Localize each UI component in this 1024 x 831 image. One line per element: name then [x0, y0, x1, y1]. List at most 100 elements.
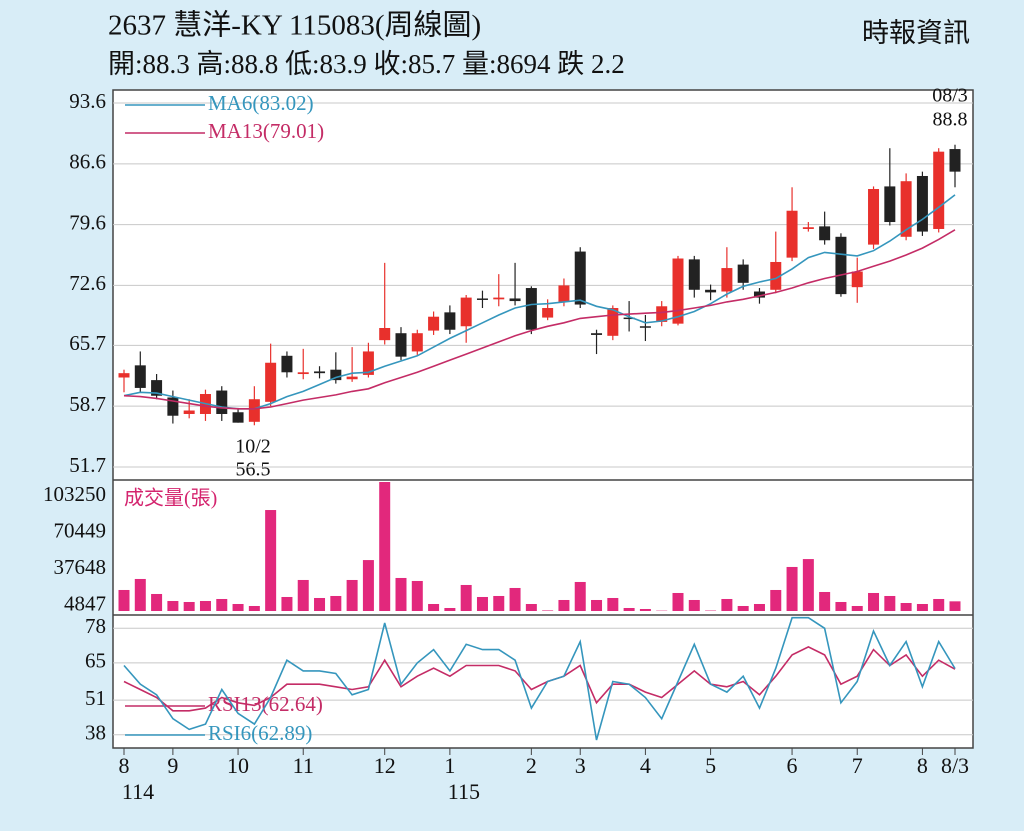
x-tick-label: 11	[293, 753, 314, 778]
candle-body	[248, 399, 260, 422]
candle-body	[379, 327, 391, 341]
y-tick-label: 51.7	[69, 453, 106, 477]
candle-body	[183, 410, 195, 414]
candle-body	[900, 181, 912, 237]
volume-bar	[868, 592, 880, 611]
volume-bar	[183, 601, 195, 611]
candle-body	[623, 317, 635, 320]
volume-bar	[265, 510, 277, 611]
x-tick-label: 5	[705, 753, 716, 778]
y-tick-label: 103250	[43, 482, 106, 506]
candle-body	[460, 297, 472, 327]
volume-bar	[574, 581, 586, 611]
volume-bar	[558, 599, 570, 611]
candle-body	[656, 306, 668, 322]
y-tick-label: 37648	[54, 555, 107, 579]
legend-label: RSI13(62.64)	[208, 692, 323, 716]
volume-bar	[167, 600, 179, 611]
legend-label: MA13(79.01)	[208, 119, 324, 143]
volume-bar	[509, 587, 521, 611]
candle-body	[542, 308, 554, 318]
volume-bar	[916, 603, 928, 611]
candle-body	[753, 291, 765, 298]
y-tick-label: 38	[85, 721, 106, 745]
chart-title: 2637 慧洋-KY 115083(周線圖)	[108, 9, 481, 42]
volume-bar	[672, 592, 684, 611]
line	[123, 646, 956, 712]
y-tick-label: 78	[85, 614, 106, 638]
x-tick-label: 9	[167, 753, 178, 778]
volume-bar	[346, 579, 358, 611]
volume-bar	[395, 577, 407, 611]
y-tick-label: 51	[85, 686, 106, 710]
volume-bar	[493, 595, 505, 611]
annotation: 10/2	[235, 436, 271, 458]
legend-label: MA6(83.02)	[208, 91, 314, 115]
volume-bar	[607, 597, 619, 611]
annotation: 56.5	[236, 459, 271, 481]
candle-body	[525, 288, 537, 330]
candle-body	[265, 362, 277, 402]
candle-body	[705, 289, 717, 293]
candle-body	[949, 149, 961, 172]
volume-bar	[623, 607, 635, 611]
volume-bar	[737, 605, 749, 611]
candle-body	[607, 308, 619, 336]
volume-bar	[591, 599, 603, 611]
volume-bar	[460, 584, 472, 611]
volume-bar	[428, 603, 440, 611]
candle-body	[428, 316, 440, 331]
candle-body	[118, 373, 130, 378]
candle-body	[868, 189, 880, 245]
candle-body	[721, 268, 733, 292]
y-tick-label: 86.6	[69, 150, 106, 174]
candle-body	[558, 285, 570, 302]
candle-body	[476, 298, 488, 300]
y-tick-label: 4847	[64, 591, 106, 615]
candle-body	[737, 264, 749, 283]
candle-body	[232, 412, 244, 423]
candle-body	[916, 175, 928, 232]
x-tick-label: 1	[444, 753, 455, 778]
x-tick-label: 6	[787, 753, 798, 778]
candle-body	[851, 271, 863, 288]
x-tick-label: 3	[575, 753, 586, 778]
legend-label: RSI6(62.89)	[208, 721, 312, 745]
candle-body	[330, 369, 342, 381]
volume-bar	[900, 602, 912, 611]
candle-body	[297, 372, 309, 375]
volume-bar	[232, 603, 244, 611]
candle-body	[216, 390, 228, 414]
candle-body	[786, 210, 798, 258]
candle-body	[493, 297, 505, 300]
volume-bar	[884, 595, 896, 611]
volume-bar	[216, 598, 228, 611]
volume-bar	[770, 589, 782, 611]
y-tick-label: 72.6	[69, 271, 106, 295]
y-tick-label: 65.7	[69, 331, 106, 355]
volume-bar	[933, 598, 945, 611]
candle-body	[411, 333, 423, 352]
volume-bar	[297, 579, 309, 611]
x-year-label: 115	[448, 779, 480, 804]
volume-bar	[753, 603, 765, 611]
x-tick-label: 8/3	[941, 753, 969, 778]
volume-bar	[151, 593, 163, 611]
volume-bar	[118, 589, 130, 611]
candle-body	[688, 259, 700, 290]
candle-body	[770, 261, 782, 290]
x-tick-label: 7	[852, 753, 863, 778]
volume-bar	[639, 608, 651, 611]
y-tick-label: 79.6	[69, 210, 106, 234]
candle-body	[933, 151, 945, 229]
candle-body	[509, 298, 521, 302]
line	[123, 229, 956, 410]
line	[123, 616, 956, 741]
candle-body	[281, 355, 293, 373]
volume-bar	[379, 482, 391, 611]
candle-body	[802, 227, 814, 229]
candle-body	[151, 380, 163, 396]
volume-bar	[134, 578, 146, 611]
y-tick-label: 65	[85, 649, 106, 673]
